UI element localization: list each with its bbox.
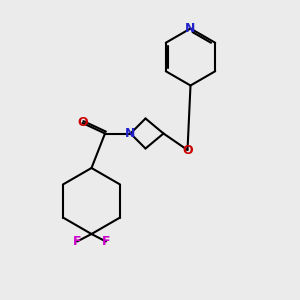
Text: O: O [182,143,193,157]
Text: N: N [185,22,196,35]
Text: F: F [102,235,110,248]
Text: O: O [77,116,88,130]
Text: F: F [73,235,81,248]
Text: N: N [125,127,136,140]
